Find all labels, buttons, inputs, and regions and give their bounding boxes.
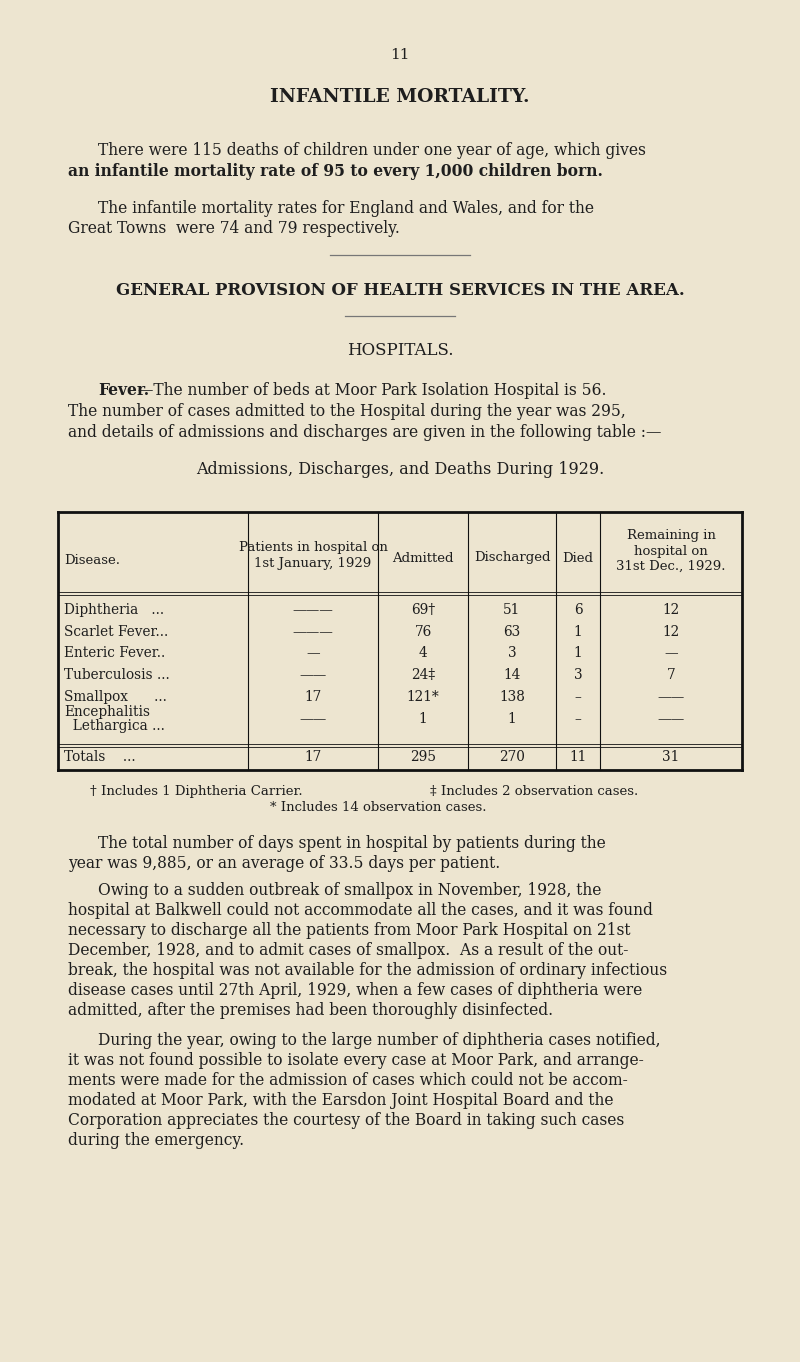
Text: Died: Died bbox=[562, 552, 594, 564]
Text: modated at Moor Park, with the Earsdon Joint Hospital Board and the: modated at Moor Park, with the Earsdon J… bbox=[68, 1092, 614, 1109]
Text: 6: 6 bbox=[574, 603, 582, 617]
Text: 3: 3 bbox=[574, 667, 582, 682]
Text: an infantile mortality rate of 95 to every 1,000 children born.: an infantile mortality rate of 95 to eve… bbox=[68, 163, 603, 180]
Text: year was 9,885, or an average of 33.5 days per patient.: year was 9,885, or an average of 33.5 da… bbox=[68, 855, 500, 872]
Text: The total number of days spent in hospital by patients during the: The total number of days spent in hospit… bbox=[98, 835, 606, 853]
Text: hospital at Balkwell could not accommodate all the cases, and it was found: hospital at Balkwell could not accommoda… bbox=[68, 902, 653, 919]
Text: The infantile mortality rates for England and Wales, and for the: The infantile mortality rates for Englan… bbox=[98, 200, 594, 217]
Text: 138: 138 bbox=[499, 691, 525, 704]
Text: ———: ——— bbox=[293, 603, 334, 617]
Text: ——: —— bbox=[299, 712, 326, 726]
Text: Smallpox      ...: Smallpox ... bbox=[64, 691, 167, 704]
Text: Tuberculosis ...: Tuberculosis ... bbox=[64, 667, 170, 682]
Text: 12: 12 bbox=[662, 603, 680, 617]
Text: 121*: 121* bbox=[406, 691, 439, 704]
Text: and details of admissions and discharges are given in the following table :—: and details of admissions and discharges… bbox=[68, 424, 662, 441]
Text: –: – bbox=[574, 691, 582, 704]
Text: The number of cases admitted to the Hospital during the year was 295,: The number of cases admitted to the Hosp… bbox=[68, 403, 626, 419]
Text: —: — bbox=[306, 646, 320, 661]
Text: ——: —— bbox=[658, 691, 685, 704]
Text: HOSPITALS.: HOSPITALS. bbox=[346, 342, 454, 360]
Text: 295: 295 bbox=[410, 750, 436, 764]
Text: hospital on: hospital on bbox=[634, 545, 708, 557]
Text: Disease.: Disease. bbox=[64, 553, 120, 567]
Text: –: – bbox=[574, 712, 582, 726]
Text: break, the hospital was not available for the admission of ordinary infectious: break, the hospital was not available fo… bbox=[68, 962, 667, 979]
Text: Diphtheria   ...: Diphtheria ... bbox=[64, 603, 164, 617]
Text: 17: 17 bbox=[304, 691, 322, 704]
Text: during the emergency.: during the emergency. bbox=[68, 1132, 244, 1150]
Text: 63: 63 bbox=[503, 625, 521, 639]
Text: * Includes 14 observation cases.: * Includes 14 observation cases. bbox=[270, 801, 486, 814]
Text: 69†: 69† bbox=[411, 603, 435, 617]
Text: admitted, after the premises had been thoroughly disinfected.: admitted, after the premises had been th… bbox=[68, 1002, 553, 1019]
Text: 1: 1 bbox=[418, 712, 427, 726]
Text: Owing to a sudden outbreak of smallpox in November, 1928, the: Owing to a sudden outbreak of smallpox i… bbox=[98, 883, 602, 899]
Text: disease cases until 27th April, 1929, when a few cases of diphtheria were: disease cases until 27th April, 1929, wh… bbox=[68, 982, 642, 998]
Text: it was not found possible to isolate every case at Moor Park, and arrange-: it was not found possible to isolate eve… bbox=[68, 1051, 644, 1069]
Text: 12: 12 bbox=[662, 625, 680, 639]
Text: —: — bbox=[664, 646, 678, 661]
Text: Enteric Fever..: Enteric Fever.. bbox=[64, 646, 166, 661]
Text: 51: 51 bbox=[503, 603, 521, 617]
Text: 24‡: 24‡ bbox=[411, 667, 435, 682]
Text: 76: 76 bbox=[414, 625, 432, 639]
Text: 17: 17 bbox=[304, 750, 322, 764]
Text: Remaining in: Remaining in bbox=[626, 530, 715, 542]
Text: 11: 11 bbox=[570, 750, 586, 764]
Text: 1: 1 bbox=[574, 625, 582, 639]
Text: 4: 4 bbox=[418, 646, 427, 661]
Text: Totals    ...: Totals ... bbox=[64, 750, 136, 764]
Text: 31st Dec., 1929.: 31st Dec., 1929. bbox=[616, 560, 726, 572]
Text: There were 115 deaths of children under one year of age, which gives: There were 115 deaths of children under … bbox=[98, 142, 646, 159]
Text: 1: 1 bbox=[508, 712, 516, 726]
Text: 1st January, 1929: 1st January, 1929 bbox=[254, 557, 372, 569]
Text: Discharged: Discharged bbox=[474, 552, 550, 564]
Text: Admissions, Discharges, and Deaths During 1929.: Admissions, Discharges, and Deaths Durin… bbox=[196, 460, 604, 478]
Text: 7: 7 bbox=[666, 667, 675, 682]
Text: ———: ——— bbox=[293, 625, 334, 639]
Text: ——: —— bbox=[658, 712, 685, 726]
Text: † Includes 1 Diphtheria Carrier.: † Includes 1 Diphtheria Carrier. bbox=[90, 785, 302, 798]
Text: 1: 1 bbox=[574, 646, 582, 661]
Text: 270: 270 bbox=[499, 750, 525, 764]
Text: 14: 14 bbox=[503, 667, 521, 682]
Text: —The number of beds at Moor Park Isolation Hospital is 56.: —The number of beds at Moor Park Isolati… bbox=[138, 381, 606, 399]
Text: Corporation appreciates the courtesy of the Board in taking such cases: Corporation appreciates the courtesy of … bbox=[68, 1111, 624, 1129]
Text: Lethargica ...: Lethargica ... bbox=[64, 719, 165, 733]
Text: ‡ Includes 2 observation cases.: ‡ Includes 2 observation cases. bbox=[430, 785, 638, 798]
Text: INFANTILE MORTALITY.: INFANTILE MORTALITY. bbox=[270, 89, 530, 106]
Text: Fever.: Fever. bbox=[98, 381, 149, 399]
Text: Patients in hospital on: Patients in hospital on bbox=[238, 541, 387, 553]
Text: December, 1928, and to admit cases of smallpox.  As a result of the out-: December, 1928, and to admit cases of sm… bbox=[68, 943, 628, 959]
Text: ——: —— bbox=[299, 667, 326, 682]
Text: Encephalitis: Encephalitis bbox=[64, 706, 150, 719]
Text: Great Towns  were 74 and 79 respectively.: Great Towns were 74 and 79 respectively. bbox=[68, 221, 400, 237]
Text: 11: 11 bbox=[390, 48, 410, 63]
Text: During the year, owing to the large number of diphtheria cases notified,: During the year, owing to the large numb… bbox=[98, 1032, 661, 1049]
Text: ments were made for the admission of cases which could not be accom-: ments were made for the admission of cas… bbox=[68, 1072, 628, 1090]
Text: GENERAL PROVISION OF HEALTH SERVICES IN THE AREA.: GENERAL PROVISION OF HEALTH SERVICES IN … bbox=[116, 282, 684, 300]
Text: Scarlet Fever...: Scarlet Fever... bbox=[64, 625, 168, 639]
Text: 3: 3 bbox=[508, 646, 516, 661]
Text: Admitted: Admitted bbox=[392, 552, 454, 564]
Text: necessary to discharge all the patients from Moor Park Hospital on 21st: necessary to discharge all the patients … bbox=[68, 922, 630, 938]
Text: 31: 31 bbox=[662, 750, 680, 764]
